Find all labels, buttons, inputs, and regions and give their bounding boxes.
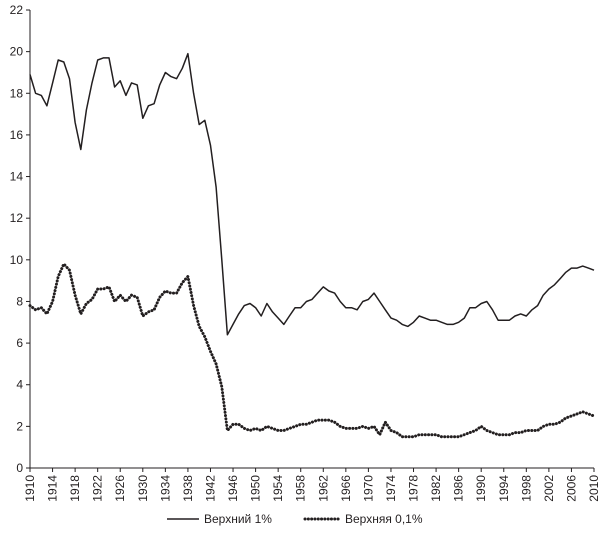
y-tick-label: 18 xyxy=(10,86,24,100)
y-tick-label: 14 xyxy=(10,170,24,184)
x-tick-label: 1914 xyxy=(46,475,60,502)
y-tick-label: 16 xyxy=(10,128,24,142)
x-tick-label: 1958 xyxy=(294,475,308,502)
y-tick-label: 22 xyxy=(10,3,24,17)
x-tick-label: 1930 xyxy=(136,475,150,502)
x-tick-label: 1938 xyxy=(181,475,195,502)
x-tick-label: 1998 xyxy=(519,475,533,502)
x-tick-label: 1910 xyxy=(23,475,37,502)
x-tick-label: 2006 xyxy=(564,475,578,502)
x-tick-label: 1922 xyxy=(91,475,105,502)
x-tick-label: 1926 xyxy=(113,475,127,502)
series-line-top1 xyxy=(29,52,595,336)
series-lines xyxy=(28,52,596,439)
plot-area: 0 2 4 6 8 10 12 14 16 18 20 22 1910 1914 1918 1922 1926… xyxy=(10,3,600,502)
x-tick-label: 1970 xyxy=(361,475,375,502)
x-tick-label: 1954 xyxy=(271,475,285,502)
x-tick-label: 1934 xyxy=(158,475,172,502)
y-tick-label: 6 xyxy=(16,336,23,350)
x-tick-label: 1942 xyxy=(203,475,217,502)
legend-label-top1: Верхний 1% xyxy=(204,512,272,526)
y-tick-label: 8 xyxy=(16,294,23,308)
x-tick-label: 1918 xyxy=(68,475,82,502)
x-tick-label: 1946 xyxy=(226,475,240,502)
x-tick-label: 1962 xyxy=(316,475,330,502)
x-tick-label: 1978 xyxy=(407,475,421,502)
x-tick-label: 1994 xyxy=(497,475,511,502)
legend-label-top01: Верхняя 0,1% xyxy=(345,512,423,526)
y-tick-label: 12 xyxy=(10,211,24,225)
y-tick-label: 10 xyxy=(10,253,24,267)
y-tick-label: 20 xyxy=(10,45,24,59)
y-axis-ticks: 0 2 4 6 8 10 12 14 16 18 20 22 xyxy=(10,3,30,475)
x-tick-label: 1982 xyxy=(429,475,443,502)
y-tick-label: 2 xyxy=(16,419,23,433)
legend-item-top1: Верхний 1% xyxy=(167,512,272,526)
x-tick-label: 1966 xyxy=(339,475,353,502)
y-tick-label: 0 xyxy=(16,461,23,475)
x-tick-label: 1986 xyxy=(452,475,466,502)
x-tick-label: 1974 xyxy=(384,475,398,502)
x-tick-label: 1990 xyxy=(474,475,488,502)
legend-item-top01: Верхняя 0,1% xyxy=(303,512,423,526)
series-line-top01 xyxy=(28,261,596,439)
legend: Верхний 1% Верхняя 0,1% xyxy=(167,512,423,526)
x-tick-label: 2010 xyxy=(587,475,600,502)
x-tick-label: 2002 xyxy=(542,475,556,502)
y-tick-label: 4 xyxy=(16,378,23,392)
x-axis-ticks: 1910 1914 1918 1922 1926 1930 1934 1938 1942 1946… xyxy=(23,468,600,502)
x-tick-label: 1950 xyxy=(249,475,263,502)
